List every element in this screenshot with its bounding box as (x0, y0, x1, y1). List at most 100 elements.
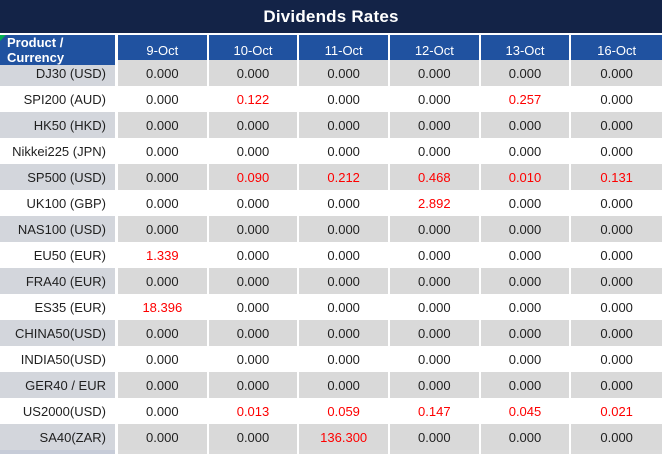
value-cell: 0.000 (118, 190, 209, 216)
value-cell: 0.212 (299, 164, 390, 190)
value-cell: 0.021 (571, 398, 662, 424)
value-cell: 0.147 (389, 398, 481, 424)
value-cell: 0.000 (208, 138, 300, 164)
value-cell: 0.000 (118, 346, 209, 372)
value-cell: 0.000 (480, 320, 572, 346)
value-cell: 0.000 (208, 268, 300, 294)
column-header-label: 9-Oct (146, 42, 179, 58)
value-cell: 0.131 (571, 164, 662, 190)
value-cell: 0.000 (480, 60, 572, 86)
value-cell: 0.122 (208, 86, 300, 112)
value-cell: 0.000 (118, 164, 209, 190)
product-cell: NAS100 (USD) (0, 216, 118, 242)
table-row: EU50 (EUR) 1.339 0.000 0.000 0.000 0.000 0.000 (0, 242, 662, 268)
value-cell: 0.000 (299, 112, 390, 138)
partial-cell (208, 450, 300, 454)
value-cell: 0.000 (480, 346, 572, 372)
value-cell: 0.000 (480, 242, 572, 268)
value-cell: 0.000 (389, 294, 481, 320)
value-cell: 0.045 (480, 398, 572, 424)
value-cell: 0.468 (389, 164, 481, 190)
value-cell: 0.059 (299, 398, 390, 424)
value-cell: 0.000 (571, 138, 662, 164)
value-cell: 2.892 (389, 190, 481, 216)
partial-cell (0, 450, 118, 454)
value-cell: 0.000 (208, 424, 300, 450)
table-row: US2000(USD) 0.000 0.013 0.059 0.147 0.045 0.02… (0, 398, 662, 424)
product-cell: SA40(ZAR) (0, 424, 118, 450)
value-cell: 0.000 (480, 294, 572, 320)
value-cell: 0.000 (118, 372, 209, 398)
product-cell: SP500 (USD) (0, 164, 118, 190)
value-cell: 0.000 (208, 320, 300, 346)
value-cell: 0.000 (208, 372, 300, 398)
product-cell: HK50 (HKD) (0, 112, 118, 138)
value-cell: 0.000 (208, 346, 300, 372)
value-cell: 0.000 (118, 138, 209, 164)
value-cell: 0.000 (299, 346, 390, 372)
table-row: INDIA50(USD) 0.000 0.000 0.000 0.000 0.000 0.0… (0, 346, 662, 372)
table-row: FRA40 (EUR) 0.000 0.000 0.000 0.000 0.000 0.00… (0, 268, 662, 294)
value-cell: 0.000 (299, 216, 390, 242)
table-title: Dividends Rates (263, 6, 399, 26)
product-cell: UK100 (GBP) (0, 190, 118, 216)
product-cell: INDIA50(USD) (0, 346, 118, 372)
value-cell: 0.000 (571, 268, 662, 294)
value-cell: 0.000 (118, 60, 209, 86)
column-header-label: 12-Oct (414, 42, 454, 58)
column-header-label: 11-Oct (324, 42, 363, 58)
value-cell: 0.000 (389, 216, 481, 242)
table-row: CHINA50(USD) 0.000 0.000 0.000 0.000 0.000 0.0… (0, 320, 662, 346)
value-cell: 0.000 (299, 294, 390, 320)
value-cell: 0.000 (480, 424, 572, 450)
value-cell: 0.000 (299, 190, 390, 216)
value-cell: 0.000 (389, 424, 481, 450)
partial-cell (571, 450, 662, 454)
value-cell: 0.010 (480, 164, 572, 190)
value-cell: 0.000 (208, 60, 300, 86)
value-cell: 0.000 (571, 60, 662, 86)
value-cell: 0.000 (571, 190, 662, 216)
value-cell: 0.000 (480, 190, 572, 216)
value-cell: 0.000 (208, 242, 300, 268)
product-cell: EU50 (EUR) (0, 242, 118, 268)
value-cell: 0.000 (571, 424, 662, 450)
table-row: UK100 (GBP) 0.000 0.000 0.000 2.892 0.000 0.00… (0, 190, 662, 216)
value-cell: 0.000 (299, 242, 390, 268)
value-cell: 0.000 (299, 138, 390, 164)
product-cell: FRA40 (EUR) (0, 268, 118, 294)
value-cell: 0.000 (299, 320, 390, 346)
value-cell: 0.000 (571, 372, 662, 398)
value-cell: 0.000 (571, 112, 662, 138)
value-cell: 0.000 (118, 320, 209, 346)
partial-cell (389, 450, 481, 454)
value-cell: 0.000 (208, 190, 300, 216)
table-row: Nikkei225 (JPN) 0.000 0.000 0.000 0.000 0.000… (0, 138, 662, 164)
value-cell: 0.000 (571, 216, 662, 242)
table-row: DJ30 (USD) 0.000 0.000 0.000 0.000 0.000 0.000 (0, 60, 662, 86)
value-cell: 0.000 (118, 398, 209, 424)
value-cell: 0.000 (480, 268, 572, 294)
value-cell: 0.000 (118, 112, 209, 138)
partial-next-row (0, 450, 662, 454)
table-body: DJ30 (USD) 0.000 0.000 0.000 0.000 0.000 0.000… (0, 60, 662, 450)
column-header-label: 16-Oct (597, 42, 637, 58)
value-cell: 0.000 (480, 112, 572, 138)
value-cell: 0.000 (389, 320, 481, 346)
value-cell: 0.000 (389, 138, 481, 164)
value-cell: 0.000 (299, 372, 390, 398)
value-cell: 0.090 (208, 164, 300, 190)
value-cell: 0.000 (389, 242, 481, 268)
value-cell: 0.000 (480, 138, 572, 164)
value-cell: 0.000 (299, 268, 390, 294)
value-cell: 0.000 (571, 242, 662, 268)
table-row: GER40 / EUR 0.000 0.000 0.000 0.000 0.000 0.00… (0, 372, 662, 398)
value-cell: 0.000 (299, 86, 390, 112)
value-cell: 0.013 (208, 398, 300, 424)
value-cell: 0.000 (571, 320, 662, 346)
value-cell: 0.000 (480, 372, 572, 398)
column-header-label: 10-Oct (233, 42, 273, 58)
column-header-product: Product / Currency (0, 35, 118, 65)
value-cell: 0.000 (480, 216, 572, 242)
